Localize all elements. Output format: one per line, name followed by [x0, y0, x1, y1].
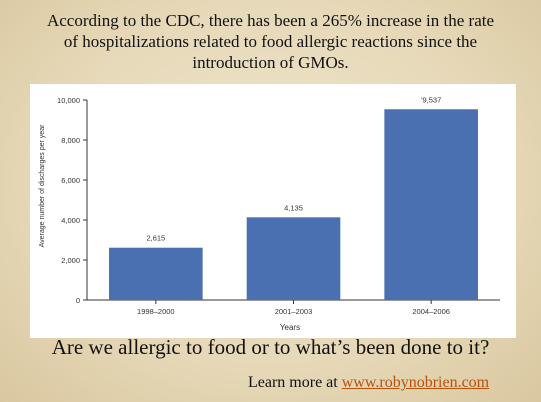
y-tick-label: 0	[76, 296, 80, 305]
y-tick-label: 4,000	[61, 216, 80, 225]
bar	[246, 217, 341, 300]
chart-panel: Average number of discharges per year Ye…	[30, 84, 516, 338]
y-tick-label: 2,000	[61, 256, 80, 265]
bar-value-label: 2,615	[146, 234, 165, 243]
x-tick-label: 1998–2000	[137, 307, 175, 316]
y-tick-label: 8,000	[61, 136, 80, 145]
chart-bars: 2,615 4,135 '9,537	[109, 95, 478, 300]
footer-prefix: Learn more at	[248, 374, 342, 391]
x-tick-label: 2004–2006	[412, 307, 450, 316]
x-axis-label: Years	[280, 323, 300, 332]
bar-chart: Average number of discharges per year Ye…	[39, 95, 500, 332]
website-link[interactable]: www.robynobrien.com	[341, 374, 490, 391]
question-text: Are we allergic to food or to what’s bee…	[51, 335, 490, 359]
y-tick-label: 6,000	[61, 176, 80, 185]
headline: According to the CDC, there has been a 2…	[46, 11, 495, 72]
bar-value-label: 4,135	[284, 203, 303, 212]
bar	[384, 109, 478, 300]
y-tick-label: 10,000	[57, 96, 80, 105]
bar-value-label: '9,537	[421, 95, 441, 104]
footer: Learn more at www.robynobrien.com	[248, 374, 489, 392]
y-axis-label: Average number of discharges per year	[39, 124, 46, 247]
bar	[109, 247, 203, 300]
x-tick-label: 2001–2003	[275, 307, 313, 316]
